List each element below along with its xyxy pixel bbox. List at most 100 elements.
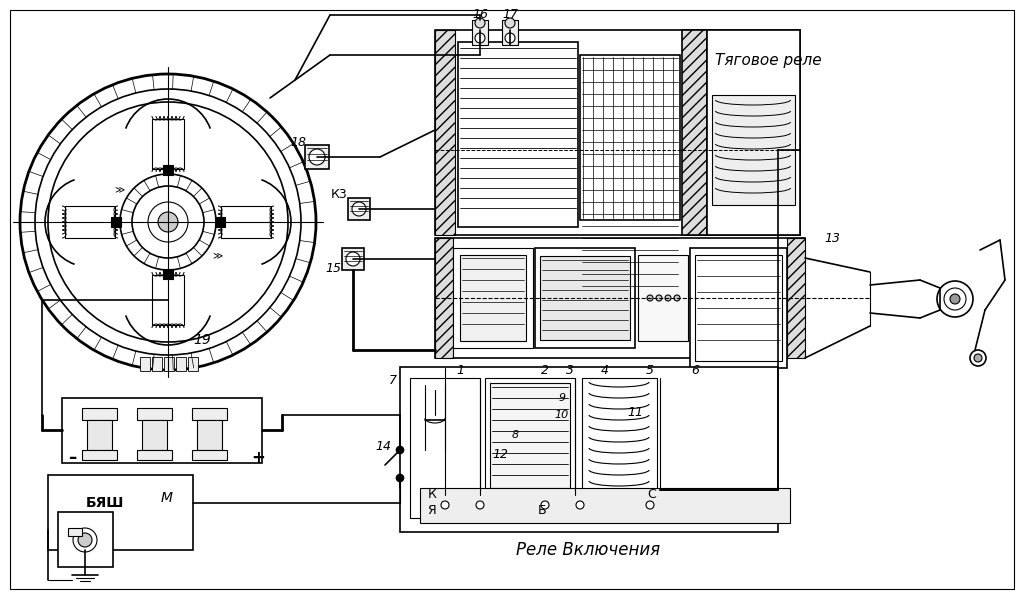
Bar [582, 378, 657, 493]
Bar [176, 357, 186, 371]
Text: 18: 18 [290, 137, 306, 150]
Circle shape [646, 501, 654, 509]
Bar [400, 367, 778, 532]
Text: 11: 11 [627, 406, 643, 419]
Text: +: + [251, 449, 265, 467]
Text: Б: Б [538, 504, 547, 516]
Circle shape [950, 294, 961, 304]
Bar [142, 420, 167, 450]
Bar [458, 42, 578, 227]
Text: 16: 16 [472, 8, 488, 20]
Text: 17: 17 [502, 8, 518, 20]
Circle shape [505, 33, 515, 43]
Text: М: М [161, 491, 173, 505]
Circle shape [20, 74, 316, 370]
Circle shape [148, 202, 188, 242]
Circle shape [120, 174, 216, 270]
Text: БЯШ: БЯШ [86, 496, 124, 510]
Circle shape [158, 212, 178, 232]
Bar [535, 248, 635, 348]
Text: 7: 7 [389, 374, 397, 388]
Text: 2: 2 [541, 364, 549, 377]
Text: Тяговое реле: Тяговое реле [715, 53, 821, 68]
Circle shape [132, 186, 204, 258]
Bar [62, 398, 262, 463]
Bar [690, 248, 787, 368]
Bar [193, 450, 227, 460]
Circle shape [970, 350, 986, 366]
Bar [137, 408, 172, 420]
Text: 10: 10 [555, 410, 569, 420]
Text: 9: 9 [558, 393, 565, 403]
Circle shape [476, 501, 484, 509]
Bar [163, 165, 173, 175]
Text: ≫: ≫ [114, 184, 124, 194]
Text: 14: 14 [375, 440, 391, 453]
Circle shape [656, 295, 662, 301]
Text: Я: Я [428, 504, 436, 516]
Text: С: С [647, 489, 656, 501]
Circle shape [937, 281, 973, 317]
Bar [638, 255, 688, 341]
Text: 3: 3 [566, 364, 574, 377]
Text: 1: 1 [456, 364, 464, 377]
Bar [490, 383, 570, 488]
Bar [410, 378, 480, 518]
Bar [215, 217, 225, 227]
Circle shape [674, 295, 680, 301]
Circle shape [575, 501, 584, 509]
Text: 19: 19 [194, 333, 211, 347]
Circle shape [35, 89, 301, 355]
Bar [342, 248, 364, 270]
Circle shape [665, 295, 671, 301]
Circle shape [944, 288, 966, 310]
Circle shape [475, 18, 485, 28]
Bar [435, 238, 805, 358]
Circle shape [78, 533, 92, 547]
Bar [65, 206, 115, 238]
Bar [152, 357, 162, 371]
Text: –: – [68, 449, 76, 467]
Circle shape [346, 252, 360, 266]
Bar [111, 217, 121, 227]
Bar [163, 269, 173, 279]
Bar [68, 528, 82, 536]
Text: 15: 15 [325, 262, 341, 274]
Bar [197, 420, 222, 450]
Bar [58, 512, 113, 567]
Text: Реле Включения: Реле Включения [516, 541, 660, 559]
Circle shape [647, 295, 653, 301]
Circle shape [352, 202, 366, 216]
Circle shape [48, 102, 288, 342]
Circle shape [541, 501, 549, 509]
Bar [305, 145, 329, 169]
Bar [707, 30, 800, 235]
Text: 12: 12 [492, 449, 508, 461]
Circle shape [441, 501, 449, 509]
Bar [137, 450, 172, 460]
Circle shape [396, 446, 403, 453]
Bar [712, 95, 795, 205]
Text: 5: 5 [646, 364, 654, 377]
Circle shape [475, 33, 485, 43]
Circle shape [309, 149, 325, 165]
Bar [82, 450, 117, 460]
Bar [82, 408, 117, 420]
Bar [540, 256, 630, 340]
Bar [221, 206, 271, 238]
Bar [348, 198, 370, 220]
Circle shape [73, 528, 97, 552]
Text: К3: К3 [331, 187, 347, 201]
Circle shape [396, 474, 403, 482]
Text: 6: 6 [691, 364, 699, 377]
Bar [435, 30, 800, 235]
Circle shape [974, 354, 982, 362]
Text: 13: 13 [824, 231, 840, 244]
Bar [193, 408, 227, 420]
Bar [682, 30, 707, 235]
Bar [472, 20, 488, 45]
Bar [140, 357, 150, 371]
Bar [787, 238, 805, 358]
Text: ≫: ≫ [212, 250, 222, 260]
Bar [460, 255, 526, 341]
